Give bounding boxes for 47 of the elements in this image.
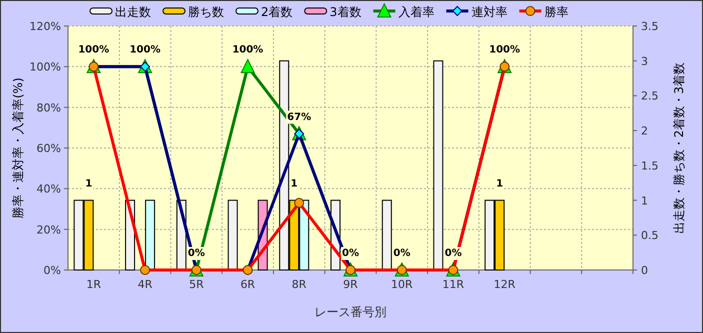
x-tick-label: 5R xyxy=(189,278,204,291)
x-tick-label: 11R xyxy=(442,278,464,291)
data-label: 100% xyxy=(130,44,160,56)
data-label: 0% xyxy=(188,248,205,259)
data-label: 100% xyxy=(232,44,264,56)
y-tick-label: 20% xyxy=(36,223,61,236)
y-tick-label: 0% xyxy=(44,264,61,277)
y2-tick-label: 3 xyxy=(641,54,648,68)
x-tick-label: 4R xyxy=(138,278,153,291)
data-label: 0% xyxy=(444,248,462,259)
x-tick-label: 10R xyxy=(391,278,414,291)
y-tick-label: 100% xyxy=(30,60,61,74)
x-tick-label: 12R xyxy=(494,278,516,291)
data-label: 100% xyxy=(489,44,520,56)
y2-tick-label: 0.5 xyxy=(641,229,658,242)
point xyxy=(240,59,255,74)
y-tick-label: 40% xyxy=(36,182,61,196)
legend-label: 連対率 xyxy=(471,5,508,19)
data-label: 100% xyxy=(78,44,110,56)
y2-tick-label: 1.5 xyxy=(641,159,658,172)
legend-label: 出走数 xyxy=(115,5,151,19)
legend-label: 2着数 xyxy=(261,5,293,19)
y2-tick-label: 1 xyxy=(641,194,648,208)
y2-tick-label: 0 xyxy=(641,264,648,277)
y-axis-title: 勝率・連対率・入着率(%) xyxy=(11,78,25,218)
data-label: 1 xyxy=(290,178,298,190)
y2-tick-label: 2 xyxy=(641,124,648,138)
x-tick-label: 8R xyxy=(292,278,307,291)
x-tick-label: 9R xyxy=(343,278,358,291)
legend-label: 勝ち数 xyxy=(188,5,224,19)
x-axis-title: レース番号別 xyxy=(314,305,386,319)
y2-axis-title: 出走数・勝ち数・2着数・3着数 xyxy=(672,62,686,234)
legend-label: 勝率 xyxy=(544,5,568,19)
y-tick-label: 80% xyxy=(36,101,61,114)
y-tick-label: 60% xyxy=(36,142,61,155)
data-label: 0% xyxy=(342,248,359,259)
data-label: 67% xyxy=(287,112,312,123)
data-label: 1 xyxy=(496,178,504,190)
y2-tick-label: 2.5 xyxy=(641,90,658,103)
y-tick-label: 120% xyxy=(30,20,61,33)
x-tick-label: 1R xyxy=(86,278,102,291)
data-label: 1 xyxy=(85,178,92,190)
y2-tick-label: 3.5 xyxy=(641,20,658,33)
legend-label: 3着数 xyxy=(330,5,362,19)
legend-label: 入着率 xyxy=(398,5,434,19)
x-tick-label: 6R xyxy=(240,278,256,291)
data-label: 0% xyxy=(393,248,410,259)
